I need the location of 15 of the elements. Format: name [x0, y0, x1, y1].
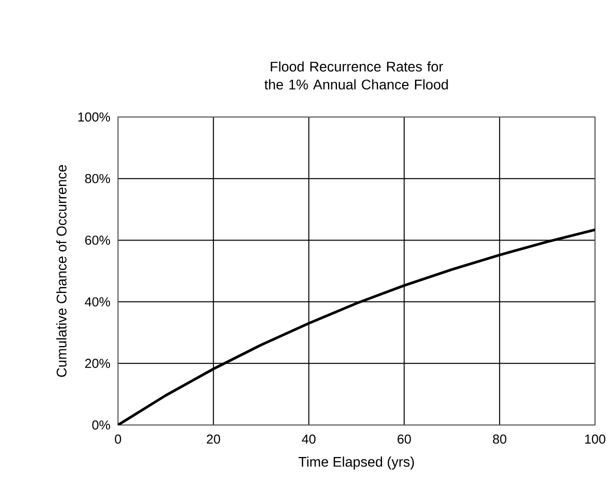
x-tick-label: 100 — [585, 434, 606, 444]
y-tick-label: 40% — [84, 297, 110, 306]
chart-title: Flood Recurrence Rates for the 1% Annual Chance Flood — [264, 61, 448, 90]
y-tick-label: 60% — [85, 236, 110, 245]
x-tick-label: 80 — [492, 434, 506, 444]
x-tick-label: 60 — [398, 434, 411, 444]
y-tick-label: 0% — [92, 420, 110, 430]
y-tick-label: 20% — [85, 358, 110, 368]
x-tick-label: 40 — [302, 434, 316, 444]
y-tick-label: 100% — [78, 112, 110, 122]
x-tick-label: 20 — [206, 434, 220, 444]
x-axis-title: Time Elapsed (yrs) — [298, 456, 414, 470]
y-tick-label: 80% — [85, 174, 110, 184]
x-tick-label: 0 — [114, 434, 122, 444]
y-axis-title: Cumulative Chance of Occurrence — [56, 165, 67, 377]
